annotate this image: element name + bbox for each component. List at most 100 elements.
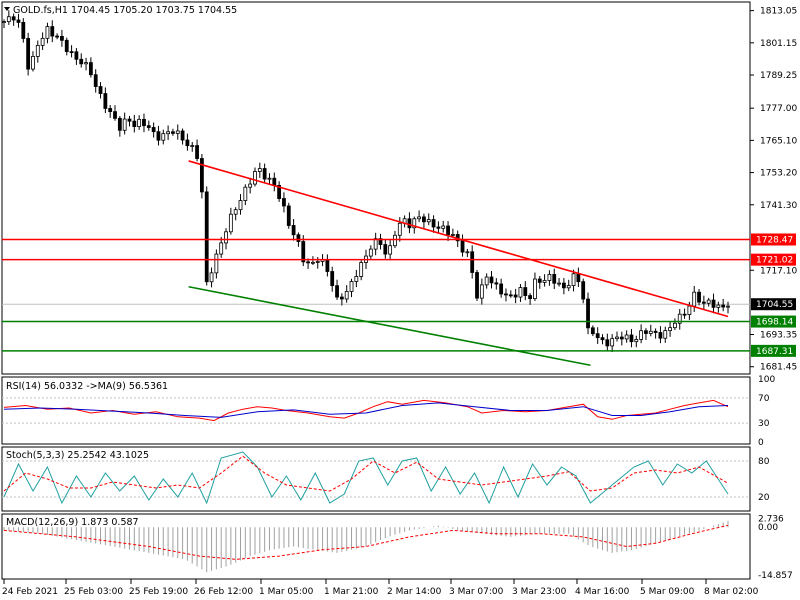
resistance-price-tag: 1721.02	[756, 256, 793, 266]
candle-body	[93, 74, 98, 87]
candle-body	[508, 294, 513, 297]
rsi-ma-line	[3, 402, 729, 418]
candle-body	[663, 330, 668, 339]
candle-body	[513, 294, 518, 298]
candle-body	[422, 216, 426, 223]
time-tick-label: 5 Mar 09:00	[640, 587, 695, 597]
rsi-layer	[2, 397, 750, 424]
rsi-tick-label: 100	[758, 375, 775, 385]
candle-body	[277, 185, 282, 199]
candle-body	[166, 131, 171, 135]
macd-tick-label: 0.00	[758, 523, 778, 533]
candle-body	[171, 131, 175, 134]
candle-body	[238, 200, 243, 211]
macd-label: MACD(12,26,9) 1.873 0.587	[6, 517, 139, 528]
candle-body	[156, 131, 161, 141]
candle-body	[465, 251, 470, 254]
candle-body	[180, 130, 185, 141]
candle-body	[436, 226, 441, 229]
price-panel[interactable]	[1, 1, 751, 375]
time-tick-label: 2 Mar 14:00	[387, 587, 442, 597]
candle-body	[682, 313, 687, 316]
candle-body	[132, 120, 137, 127]
candle-body	[248, 183, 253, 188]
candle-body	[523, 287, 528, 296]
candle-body	[79, 58, 84, 65]
candle-body	[581, 281, 586, 300]
time-tick-label: 25 Feb 03:00	[64, 587, 123, 597]
candle-body	[706, 299, 711, 304]
candle-body	[407, 218, 412, 229]
price-tick-label: 1681.45	[760, 363, 797, 373]
macd-tick-label: -14.857	[758, 571, 793, 581]
rsi-tick-label: 70	[758, 394, 770, 404]
resistance-price-tag: 1728.47	[756, 235, 793, 245]
symbol-header: GOLD.fs,H1 1704.45 1705.20 1703.75 1704.…	[13, 5, 237, 16]
candle-body	[6, 16, 11, 22]
candle-body	[262, 168, 267, 180]
candle-body	[494, 282, 499, 285]
time-tick-label: 25 Feb 19:00	[129, 587, 188, 597]
candle-body	[388, 245, 393, 255]
candle-body	[103, 93, 108, 109]
candle-body	[557, 282, 561, 285]
candle-body	[224, 231, 228, 244]
stoch-tick-label: 80	[758, 457, 770, 467]
candle-body	[668, 327, 672, 331]
candle-body	[711, 299, 716, 308]
candle-body	[60, 35, 64, 41]
candle-body	[677, 313, 682, 324]
macd-tick-label: 2.736	[758, 514, 784, 524]
candle-body	[117, 117, 122, 131]
candle-body	[450, 234, 455, 236]
rsi-label: RSI(14) 56.0332 ->MA(9) 56.5361	[6, 381, 168, 392]
candle-body	[330, 271, 335, 287]
candle-body	[542, 280, 547, 283]
candle-body	[219, 242, 224, 255]
candle-body	[619, 336, 624, 340]
price-tick-label: 1813.05	[760, 7, 797, 17]
candle-body	[35, 44, 40, 57]
candle-body	[21, 22, 26, 39]
candle-body	[701, 301, 706, 304]
current-price-tag-bg	[751, 298, 796, 311]
axis-layer: 1813.05 1801.15 1789.25 1777.00 1765.10 1753.…	[2, 7, 797, 597]
stoch-panel[interactable]	[1, 446, 751, 512]
price-tick-label: 1789.25	[760, 71, 797, 81]
price-tick-label: 1777.00	[760, 104, 797, 114]
candle-body	[88, 62, 93, 76]
price-tick-label: 1717.10	[760, 266, 797, 276]
candle-body	[185, 139, 190, 147]
price-tick-label: 1753.20	[760, 169, 797, 179]
candle-body	[2, 21, 6, 23]
candle-body	[586, 298, 590, 329]
stoch-layer	[2, 451, 750, 505]
candle-body	[644, 330, 648, 334]
candle-body	[50, 26, 55, 37]
time-tick-label: 24 Feb 2021	[2, 587, 58, 597]
candle-body	[460, 240, 465, 253]
price-tick-label: 1741.30	[760, 201, 797, 211]
candle-body	[533, 278, 537, 299]
candle-body	[40, 37, 45, 46]
candle-body	[600, 337, 605, 341]
symbol-dropdown-icon[interactable]	[4, 7, 10, 11]
candle-body	[296, 234, 301, 242]
stoch-k-line	[3, 451, 729, 505]
candle-body	[673, 322, 677, 329]
candle-body	[354, 276, 359, 282]
candle-body	[286, 205, 291, 226]
candle-body	[373, 238, 378, 250]
candle-body	[267, 177, 272, 180]
candle-body	[84, 62, 88, 65]
rsi-tick-label: 0	[758, 438, 764, 448]
candle-body	[629, 334, 634, 343]
candle-body	[648, 330, 653, 334]
candle-body	[528, 295, 533, 299]
candle-body	[479, 284, 484, 299]
candle-body	[561, 282, 566, 289]
stoch-d-line	[3, 455, 729, 492]
candle-body	[383, 244, 388, 255]
candle-body	[687, 305, 692, 316]
